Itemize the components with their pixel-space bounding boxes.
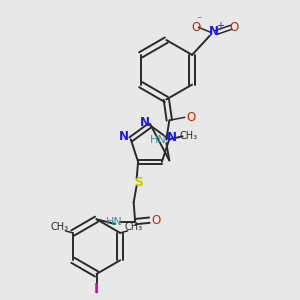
Text: CH₃: CH₃ bbox=[50, 222, 68, 232]
Text: HN: HN bbox=[106, 217, 123, 226]
Text: ⁻: ⁻ bbox=[196, 16, 202, 26]
Text: S: S bbox=[134, 176, 143, 189]
Text: I: I bbox=[94, 282, 99, 296]
Text: O: O bbox=[229, 21, 238, 34]
Text: O: O bbox=[186, 111, 195, 124]
Text: O: O bbox=[191, 21, 201, 34]
Text: CH₃: CH₃ bbox=[179, 131, 198, 141]
Text: O: O bbox=[151, 214, 160, 226]
Text: N: N bbox=[209, 25, 219, 38]
Text: +: + bbox=[216, 21, 224, 31]
Text: HN: HN bbox=[150, 135, 166, 145]
Text: N: N bbox=[119, 130, 129, 143]
Text: N: N bbox=[140, 116, 150, 129]
Text: CH₃: CH₃ bbox=[124, 222, 142, 232]
Text: N: N bbox=[167, 131, 177, 144]
